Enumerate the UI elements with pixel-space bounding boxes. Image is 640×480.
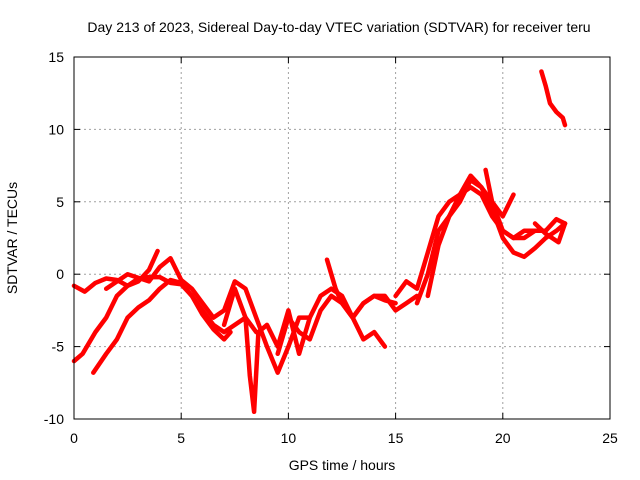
y-tick-label: 0	[56, 266, 64, 282]
y-tick-label: 15	[48, 49, 64, 65]
series-line-s9	[414, 177, 568, 306]
y-axis-label: SDTVAR / TECUs	[4, 182, 20, 294]
y-tick-label: 5	[56, 194, 64, 210]
series-line-s13	[539, 69, 568, 128]
series-line-s10	[425, 173, 516, 299]
series-line-s4	[103, 256, 313, 375]
x-axis-label: GPS time / hours	[289, 457, 396, 473]
series-line-s6	[275, 293, 388, 357]
x-tick-label: 5	[177, 430, 185, 446]
y-tick-label: 10	[48, 121, 64, 137]
series-line-s8	[393, 185, 568, 299]
series-line-s5	[221, 286, 398, 415]
x-tick-label: 0	[70, 430, 78, 446]
plot-frame	[73, 56, 611, 420]
y-tick-label: -5	[52, 339, 65, 355]
data-series	[71, 69, 568, 415]
x-tick-label: 25	[602, 430, 618, 446]
x-tick-label: 20	[495, 430, 511, 446]
series-line-s11	[483, 167, 538, 241]
y-tick-label: -10	[44, 411, 64, 427]
series-line-s3	[91, 277, 259, 375]
series-line-s12	[532, 221, 568, 245]
x-tick-label: 15	[388, 430, 404, 446]
x-tick-label: 10	[281, 430, 297, 446]
axis-ticks: 0 5 10 15 20 25 -10 -5 0 5 10 15	[44, 49, 618, 446]
grid-lines	[74, 57, 610, 419]
chart-title: Day 213 of 2023, Sidereal Day-to-day VTE…	[87, 19, 590, 35]
series-line-s2	[71, 248, 160, 294]
series-line-s7	[324, 257, 420, 320]
